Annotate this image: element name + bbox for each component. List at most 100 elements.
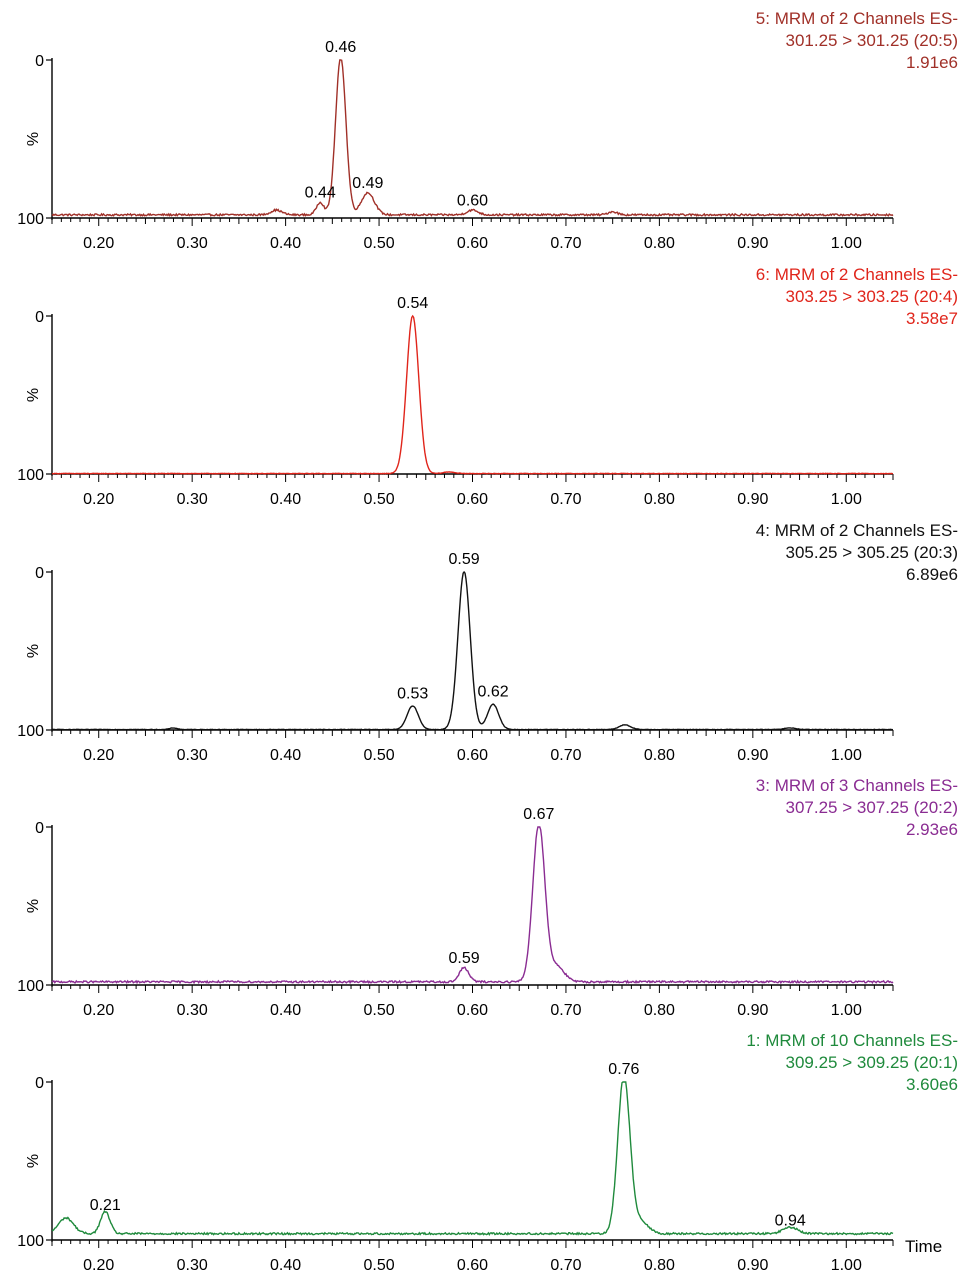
y-tick-label: 100 — [17, 978, 44, 995]
legend-line-1: 4: MRM of 2 Channels ES- — [756, 521, 958, 540]
legend-line-2: 303.25 > 303.25 (20:4) — [786, 287, 959, 306]
legend-line-3: 2.93e6 — [906, 820, 958, 839]
chromatogram-panel-1: 5: MRM of 2 Channels ES- 301.25 > 301.25 … — [17, 9, 958, 252]
y-axis-label: % — [25, 388, 42, 402]
x-tick-label: 0.70 — [550, 747, 581, 764]
peak-label: 0.53 — [397, 685, 428, 702]
x-tick-label: 0.80 — [644, 1257, 675, 1274]
x-tick-label: 0.20 — [83, 1002, 114, 1019]
x-tick-label: 0.20 — [83, 491, 114, 508]
legend-line-2: 309.25 > 309.25 (20:1) — [786, 1053, 959, 1072]
y-axis-label: % — [25, 1154, 42, 1168]
x-tick-label: 0.50 — [363, 1002, 394, 1019]
chromatogram-panel-3: 4: MRM of 2 Channels ES- 305.25 > 305.25 … — [17, 521, 958, 764]
x-tick-label: 0.50 — [363, 491, 394, 508]
y-tick-label: 100 — [17, 1233, 44, 1250]
x-tick-label: 0.20 — [83, 747, 114, 764]
x-tick-label: 0.70 — [550, 235, 581, 252]
y-tick-label: 100 — [17, 211, 44, 228]
x-tick-label: 0.60 — [457, 235, 488, 252]
x-tick-label: 0.40 — [270, 235, 301, 252]
x-tick-label: 0.90 — [737, 235, 768, 252]
x-tick-label: 0.90 — [737, 747, 768, 764]
trace-line — [51, 570, 894, 731]
peak-label: 0.59 — [449, 950, 480, 967]
x-tick-label: 0.60 — [457, 1002, 488, 1019]
x-axis-label: Time — [905, 1237, 942, 1256]
x-tick-label: 0.60 — [457, 747, 488, 764]
x-tick-label: 1.00 — [831, 491, 862, 508]
chromatogram-panel-5: 1: MRM of 10 Channels ES- 309.25 > 309.25… — [17, 1031, 958, 1274]
legend-line-1: 1: MRM of 10 Channels ES- — [746, 1031, 958, 1050]
x-tick-label: 0.80 — [644, 235, 675, 252]
x-tick-label: 0.30 — [177, 491, 208, 508]
y-tick-label: 0 — [35, 820, 44, 837]
x-tick-label: 0.20 — [83, 235, 114, 252]
peak-label: 0.94 — [775, 1213, 806, 1230]
peak-label: 0.44 — [305, 184, 336, 201]
x-tick-label: 0.80 — [644, 747, 675, 764]
peak-label: 0.49 — [352, 175, 383, 192]
y-tick-label: 0 — [35, 565, 44, 582]
x-tick-label: 0.70 — [550, 491, 581, 508]
legend-line-3: 1.91e6 — [906, 53, 958, 72]
legend-line-1: 5: MRM of 2 Channels ES- — [756, 9, 958, 28]
legend-line-2: 301.25 > 301.25 (20:5) — [786, 31, 959, 50]
legend-line-1: 6: MRM of 2 Channels ES- — [756, 265, 958, 284]
x-tick-label: 0.90 — [737, 491, 768, 508]
x-tick-label: 1.00 — [831, 235, 862, 252]
y-tick-label: 100 — [17, 723, 44, 740]
trace-line — [51, 59, 894, 218]
legend-line-2: 307.25 > 307.25 (20:2) — [786, 798, 959, 817]
y-axis-label: % — [25, 644, 42, 658]
trace-line — [51, 1081, 894, 1236]
x-tick-label: 1.00 — [831, 1002, 862, 1019]
peak-label: 0.46 — [325, 39, 356, 56]
x-tick-label: 0.30 — [177, 747, 208, 764]
legend-line-3: 3.60e6 — [906, 1075, 958, 1094]
trace-line — [51, 826, 894, 985]
chromatogram-panel-4: 3: MRM of 3 Channels ES- 307.25 > 307.25 … — [17, 776, 958, 1019]
peak-label: 0.59 — [449, 551, 480, 568]
x-tick-label: 0.20 — [83, 1257, 114, 1274]
y-tick-label: 100 — [17, 467, 44, 484]
chromatogram-panel-2: 6: MRM of 2 Channels ES- 303.25 > 303.25 … — [17, 265, 958, 508]
peak-label: 0.60 — [457, 192, 488, 209]
legend-line-2: 305.25 > 305.25 (20:3) — [786, 543, 959, 562]
legend-line-1: 3: MRM of 3 Channels ES- — [756, 776, 958, 795]
legend-line-3: 6.89e6 — [906, 565, 958, 584]
x-tick-label: 0.40 — [270, 1002, 301, 1019]
x-tick-label: 0.90 — [737, 1002, 768, 1019]
x-tick-label: 0.30 — [177, 235, 208, 252]
y-tick-label: 0 — [35, 53, 44, 70]
x-tick-label: 0.50 — [363, 1257, 394, 1274]
peak-label: 0.54 — [397, 295, 428, 312]
x-tick-label: 0.60 — [457, 1257, 488, 1274]
y-tick-label: 0 — [35, 1075, 44, 1092]
y-axis-label: % — [25, 899, 42, 913]
peak-label: 0.62 — [477, 684, 508, 701]
x-tick-label: 0.50 — [363, 235, 394, 252]
y-axis-label: % — [25, 132, 42, 146]
peak-label: 0.21 — [90, 1197, 121, 1214]
x-tick-label: 0.60 — [457, 491, 488, 508]
x-tick-label: 0.70 — [550, 1002, 581, 1019]
peak-label: 0.76 — [608, 1061, 639, 1078]
x-tick-label: 0.80 — [644, 491, 675, 508]
x-tick-label: 0.70 — [550, 1257, 581, 1274]
x-tick-label: 0.30 — [177, 1257, 208, 1274]
x-tick-label: 0.80 — [644, 1002, 675, 1019]
x-tick-label: 0.40 — [270, 747, 301, 764]
x-tick-label: 0.90 — [737, 1257, 768, 1274]
x-tick-label: 0.30 — [177, 1002, 208, 1019]
x-tick-label: 1.00 — [831, 1257, 862, 1274]
x-tick-label: 1.00 — [831, 747, 862, 764]
x-tick-label: 0.50 — [363, 747, 394, 764]
x-tick-label: 0.40 — [270, 1257, 301, 1274]
x-tick-label: 0.40 — [270, 491, 301, 508]
legend-line-3: 3.58e7 — [906, 309, 958, 328]
y-tick-label: 0 — [35, 309, 44, 326]
trace-line — [51, 314, 894, 475]
peak-label: 0.67 — [523, 806, 554, 823]
